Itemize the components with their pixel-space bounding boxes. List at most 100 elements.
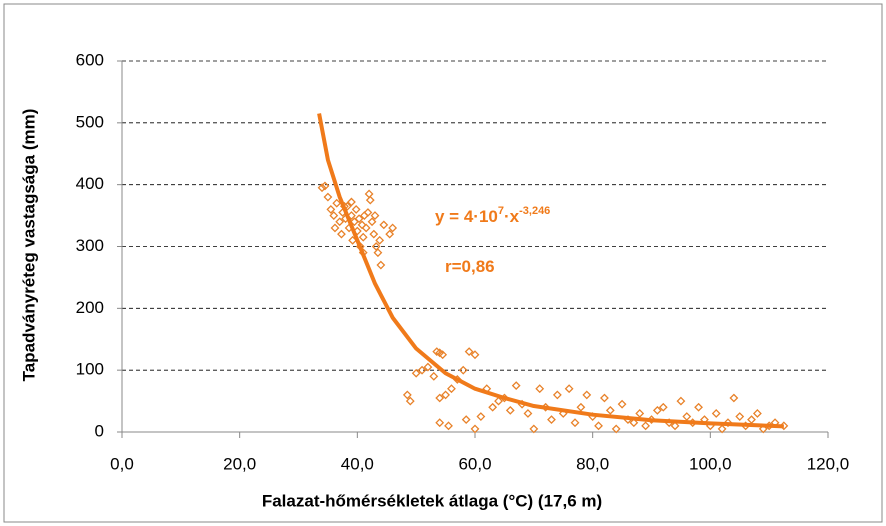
scatter-point [363,208,373,217]
scatter-point [335,217,345,227]
trend-line [317,113,784,429]
scatter-point [405,396,415,406]
scatter-point [354,214,364,224]
scatter-point [423,362,433,372]
scatter-point [329,211,339,221]
annotation: y = 4·107·x-3,246 [435,205,550,227]
scatter-point [376,260,386,270]
scatter-point [470,424,480,434]
scatter-point [411,368,421,378]
scatter-point [529,424,539,434]
scatter-point [552,390,562,400]
scatter-point [351,204,361,214]
scatter-point [371,242,381,251]
scatter-point [435,393,445,403]
y-tick-label: 600 [76,50,104,69]
y-tick-label: 500 [76,112,104,131]
scatter-point [361,223,371,233]
scatter-point [505,405,515,415]
scatter-point [570,418,580,428]
scatter-point [670,421,680,431]
chart-frame [3,3,883,523]
scatter-point [476,412,486,421]
annotation-part: r=0,86 [445,257,495,276]
scatter-point [717,424,727,434]
scatter-point [605,405,615,415]
scatter-point [385,229,395,239]
y-tick-label: 100 [76,360,104,379]
scatter-point [629,418,639,428]
scatter-point [758,424,768,434]
scatter-point [635,409,645,418]
x-tick-label: 0,0 [110,454,134,473]
y-tick-label: 400 [76,174,104,193]
scatter-point [676,396,686,406]
scatter-point [373,248,383,258]
scatter-point [337,229,346,239]
scatter-point [488,402,498,412]
scatter-point [379,220,389,230]
scatter-point [600,393,609,403]
scatter-point [494,396,503,406]
scatter-point [317,183,327,193]
scatter-point [594,421,603,431]
scatter-point [347,211,356,221]
x-tick-label: 80,0 [576,454,609,473]
scatter-point [711,409,721,418]
annotation-part: 7 [498,205,504,217]
scatter-point [320,181,330,191]
scatter-point [332,198,342,208]
x-tick-label: 20,0 [223,454,256,473]
scatter-point [694,402,703,412]
scatter-point [347,197,356,207]
scatter-point [458,365,468,375]
scatter-point [582,390,592,400]
annotation: r=0,86 [445,257,495,276]
y-tick-label: 0 [95,421,104,440]
scatter-point [330,223,340,233]
x-tick-label: 120,0 [807,454,850,473]
y-tick-label: 300 [76,236,104,255]
scatter-point [438,350,448,360]
scatter-point [470,350,480,360]
scatter-point [435,418,445,428]
scatter-point [682,412,692,421]
scatter-point [358,232,368,242]
scatter-point [370,211,380,221]
scatter-point [752,409,762,418]
annotation-part: ·x [504,207,520,226]
scatter-point [365,195,375,205]
scatter-point [429,371,439,381]
scatter-point [375,235,385,245]
scatter-point [323,192,333,202]
annotation-part: -3,246 [519,205,550,217]
y-tick-label: 200 [76,298,104,317]
scatter-point [417,365,427,375]
scatter-point [652,405,662,415]
scatter-point [388,223,398,233]
scatter-point [735,412,745,421]
scatter-point [369,229,379,239]
scatter-point [576,402,586,412]
x-axis-title: Falazat-hőmérsékletek átlaga (°C) (17,6 … [262,491,602,510]
scatter-point [617,399,627,409]
scatter-point [523,409,533,418]
scatter-point [444,421,453,431]
scatter-point [447,384,456,394]
scatter-point [367,217,377,227]
scatter-point [441,390,451,400]
scatter-point [326,204,336,214]
scatter-point [535,384,545,394]
scatter-point [402,390,412,400]
x-tick-label: 60,0 [458,454,491,473]
scatter-point [641,421,651,431]
scatter-point [729,393,739,403]
scatter-point [611,424,621,434]
scatter-point [564,384,574,394]
y-axis-title: Tapadványréteg vastagsága (mm) [19,109,38,382]
annotation-part: y = 4·10 [435,207,498,226]
scatter-point [461,415,471,425]
scatter-point [511,381,521,391]
